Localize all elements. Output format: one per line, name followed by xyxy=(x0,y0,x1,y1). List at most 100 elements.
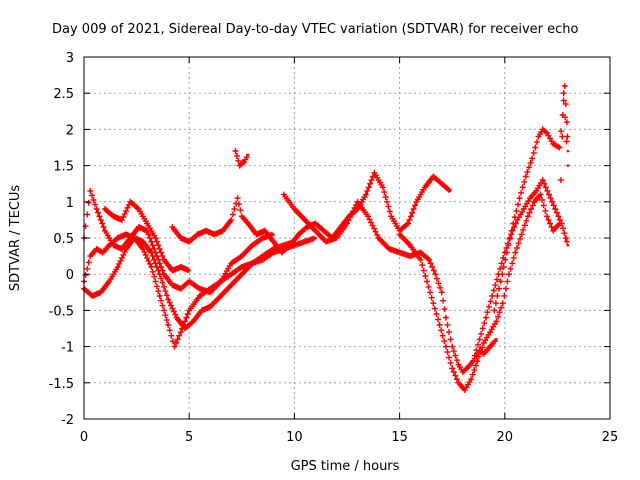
data-point xyxy=(431,175,435,178)
y-tick-label: 0.5 xyxy=(53,232,74,247)
data-point xyxy=(107,280,111,283)
data-point xyxy=(335,236,338,240)
data-point xyxy=(179,287,183,290)
plot-area xyxy=(81,83,571,393)
data-point xyxy=(99,291,103,294)
data-point xyxy=(116,265,119,269)
data-point xyxy=(495,338,498,341)
data-point xyxy=(444,316,448,319)
data-point xyxy=(162,272,166,276)
data-point xyxy=(398,233,401,236)
data-point xyxy=(124,247,128,251)
data-point xyxy=(535,189,538,193)
data-point xyxy=(305,225,309,229)
data-point xyxy=(171,225,174,229)
series-track-8 xyxy=(396,90,570,393)
data-point xyxy=(272,233,275,236)
x-axis-label: GPS time / hours xyxy=(291,459,400,474)
data-point xyxy=(528,196,532,200)
data-point xyxy=(518,196,521,200)
data-point xyxy=(501,301,504,305)
data-point xyxy=(461,370,465,374)
data-point xyxy=(482,352,486,356)
series-track-6 xyxy=(232,148,250,169)
data-point xyxy=(263,229,267,233)
data-point xyxy=(150,251,153,254)
data-point xyxy=(438,323,441,327)
data-point xyxy=(324,240,328,243)
data-point xyxy=(419,258,422,262)
data-point xyxy=(242,160,246,164)
data-point xyxy=(141,240,145,243)
data-point xyxy=(128,236,132,240)
data-point xyxy=(187,309,191,312)
x-tick-label: 0 xyxy=(80,430,88,445)
data-point xyxy=(288,243,292,247)
data-point xyxy=(219,294,223,298)
x-tick-label: 10 xyxy=(286,430,303,445)
data-point xyxy=(440,182,443,185)
data-point xyxy=(261,236,265,240)
data-point xyxy=(482,341,486,345)
data-point xyxy=(128,200,132,204)
y-tick-label: 2.5 xyxy=(53,87,74,102)
data-point xyxy=(120,218,124,222)
data-point xyxy=(154,236,157,240)
data-point xyxy=(234,149,237,153)
data-point xyxy=(505,251,509,254)
data-point xyxy=(282,243,286,247)
data-point xyxy=(145,229,149,233)
data-point xyxy=(112,243,115,247)
data-point xyxy=(364,193,368,196)
series-track-10 xyxy=(491,83,571,314)
data-point xyxy=(196,233,199,236)
data-point xyxy=(213,233,216,236)
data-point xyxy=(415,200,418,204)
data-point xyxy=(297,233,300,236)
data-point xyxy=(545,131,549,135)
data-point xyxy=(406,222,410,225)
data-point xyxy=(198,294,202,298)
data-point xyxy=(208,291,212,294)
data-point xyxy=(522,207,526,211)
data-point xyxy=(179,330,183,334)
axis-ticks: 0 5 10 15 20 25 -2 -1.5 -1 -0.5 0 0.5 1 1.5 2 2.5 3 xyxy=(49,51,619,445)
data-point xyxy=(246,153,250,157)
data-point xyxy=(495,319,498,323)
data-point xyxy=(514,251,517,254)
data-point xyxy=(345,222,349,225)
data-point xyxy=(398,251,401,254)
data-point xyxy=(425,280,429,283)
data-point xyxy=(229,283,233,287)
data-point xyxy=(173,345,176,348)
data-point xyxy=(488,345,492,348)
y-tick-label: 1.5 xyxy=(53,160,74,175)
data-point xyxy=(89,189,92,193)
data-point xyxy=(251,243,254,247)
data-point xyxy=(95,247,98,251)
data-point xyxy=(255,233,258,236)
data-point xyxy=(547,193,551,196)
data-point xyxy=(448,189,452,193)
data-point xyxy=(471,359,475,363)
data-point xyxy=(561,113,564,117)
data-point xyxy=(175,316,178,319)
data-point xyxy=(541,178,544,182)
data-point xyxy=(532,200,536,204)
data-point xyxy=(381,186,385,189)
x-tick-label: 20 xyxy=(497,430,514,445)
data-point xyxy=(240,272,244,276)
data-point xyxy=(179,236,183,240)
data-point xyxy=(103,229,107,233)
data-point xyxy=(562,91,566,95)
y-axis-label: SDTVAR / TECUs xyxy=(8,185,23,292)
data-point xyxy=(520,233,523,236)
data-point xyxy=(137,207,141,211)
data-point xyxy=(408,254,412,258)
data-point xyxy=(107,243,111,247)
data-point xyxy=(124,233,128,236)
data-point xyxy=(229,218,233,222)
data-point xyxy=(158,294,162,298)
data-point xyxy=(272,240,275,243)
